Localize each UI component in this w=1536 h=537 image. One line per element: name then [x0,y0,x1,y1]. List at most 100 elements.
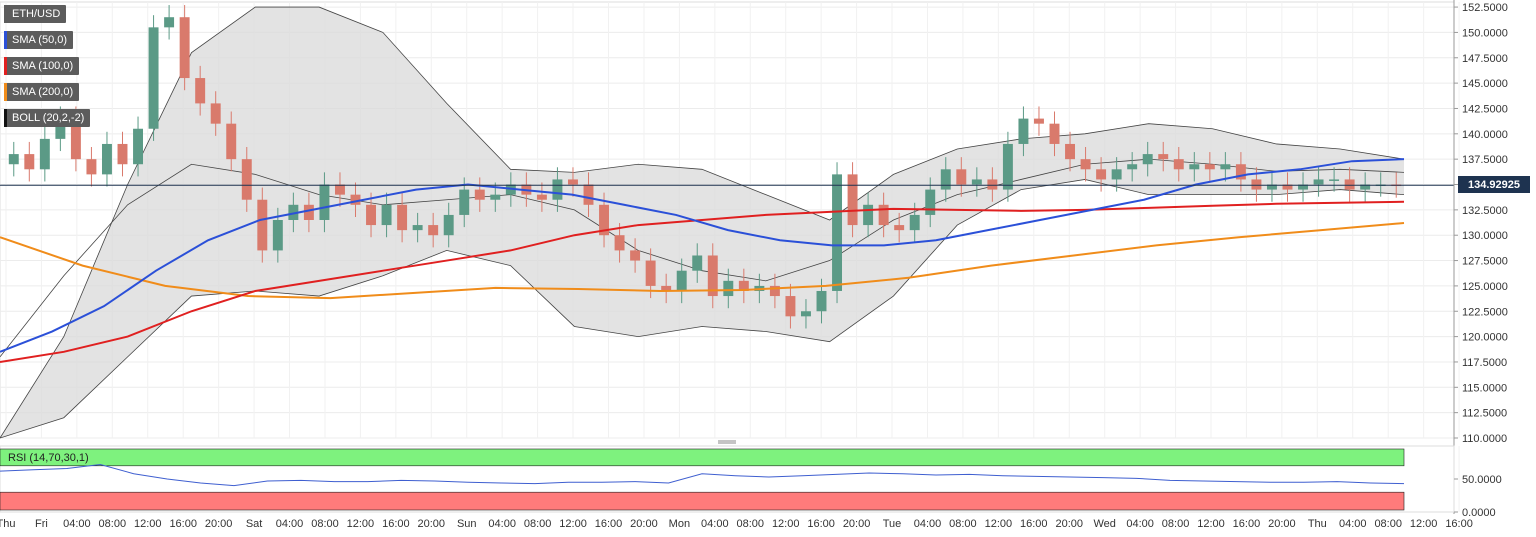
legend-label: SMA (50,0) [12,34,68,46]
bollinger-middle [0,158,1405,358]
time-tick-label: 04:00 [1126,518,1154,530]
time-tick-label: 20:00 [843,518,871,530]
candle-body [847,174,858,226]
price-tick-label: 137.5000 [1462,154,1508,166]
legend-item[interactable]: SMA (200,0) [4,83,80,101]
candle-body [1142,154,1153,165]
bollinger-upper [0,6,1405,439]
price-tick-label: 130.0000 [1462,230,1508,242]
candle-body [490,194,501,200]
price-tick-label: 127.5000 [1462,256,1508,268]
time-tick-label: 12:00 [1197,518,1225,530]
candle-body [785,296,796,317]
rsi-line [0,463,1405,487]
price-tick-label: 110.0000 [1462,433,1507,445]
price-tick-label: 132.5000 [1462,205,1508,217]
legend-label: BOLL (20,2,-2) [12,112,85,124]
sma200-line [0,222,1405,300]
time-tick-label: 16:00 [807,518,835,530]
candle-body [1049,123,1060,144]
time-tick-label: 16:00 [1020,518,1048,530]
price-tick-label: 120.0000 [1462,332,1508,344]
time-tick-label: 04:00 [1339,518,1367,530]
candle-body [1344,179,1355,190]
candle-body [1127,164,1138,170]
candle-body [86,159,97,175]
time-tick-label: 20:00 [205,518,233,530]
rsi-panel: 50.0000 0.0000 [0,445,1502,519]
candle-body [925,189,936,215]
price-tick-label: 117.5000 [1462,357,1507,369]
axes: 152.5000 150.0000 147.5000 145.0000 142.5000… [0,0,1508,530]
time-tick-label: Thu [0,518,15,530]
candle-body [164,17,175,28]
price-tick-label: 112.5000 [1462,408,1507,420]
candle-body [8,154,19,165]
time-tick-label: 16:00 [169,518,197,530]
candle-body [940,169,951,190]
candle-body [692,255,703,271]
candle-body [987,179,998,190]
legend-swatch [4,57,7,75]
legend-swatch [4,31,7,49]
price-tick-label: 125.0000 [1462,281,1508,293]
candle-body [894,225,905,231]
legend-swatch [4,109,7,127]
time-tick-label: Thu [1308,518,1327,530]
price-tick-label: 115.0000 [1462,382,1507,394]
candle-body [816,290,827,312]
rsi-label: RSI (14,70,30,1) [8,452,89,464]
candle-body [381,204,392,226]
candle-body [366,204,377,226]
candle-body [1251,179,1262,190]
price-tick-label: 152.5000 [1462,2,1508,14]
time-tick-label: 12:00 [985,518,1013,530]
legend-swatch [4,83,7,101]
candle-body [1018,118,1029,144]
time-tick-label: 12:00 [347,518,375,530]
legend-item[interactable]: SMA (100,0) [4,57,80,75]
price-tick-label: 140.0000 [1462,129,1508,141]
time-tick-label: 20:00 [630,518,658,530]
candle-body [1266,184,1277,190]
time-tick-label: Mon [669,518,690,530]
candle-body [1220,164,1231,170]
time-tick-label: Sat [246,518,263,530]
legend-swatch [4,5,7,23]
candle-body [241,159,252,200]
time-tick-label: 04:00 [914,518,942,530]
candle-body [645,260,656,286]
time-tick-label: 08:00 [736,518,764,530]
candle-body [459,189,470,215]
legend-item[interactable]: ETH/USD [4,5,67,23]
time-tick-label: 16:00 [382,518,410,530]
time-tick-label: 08:00 [1162,518,1190,530]
time-tick-label: 12:00 [134,518,162,530]
candle-body [412,225,423,231]
candle-body [148,27,159,129]
time-tick-label: 16:00 [595,518,623,530]
rsi-overbought-zone [0,448,1405,467]
candle-body [769,285,780,297]
candle-body [350,194,361,205]
legend-label: SMA (200,0) [12,86,74,98]
candle-body [676,270,687,291]
time-tick-label: 04:00 [701,518,729,530]
candle-body [800,311,811,317]
time-tick-label: 20:00 [1055,518,1083,530]
price-tick-label: 145.0000 [1462,78,1508,90]
candle-body [1065,143,1076,160]
rsi-oversold-zone [0,491,1405,511]
candle-body [1173,159,1184,170]
legend-item[interactable]: SMA (50,0) [4,31,74,49]
candle-body [1298,184,1309,190]
candle-body [1002,143,1013,190]
candle-body [117,143,128,165]
candle-body [614,235,625,251]
candle-body [661,285,672,291]
candle-body [909,214,920,231]
candle-body [55,118,66,139]
sma-lines [0,158,1454,363]
candle-body [24,154,35,170]
legend-item[interactable]: BOLL (20,2,-2) [4,109,91,127]
